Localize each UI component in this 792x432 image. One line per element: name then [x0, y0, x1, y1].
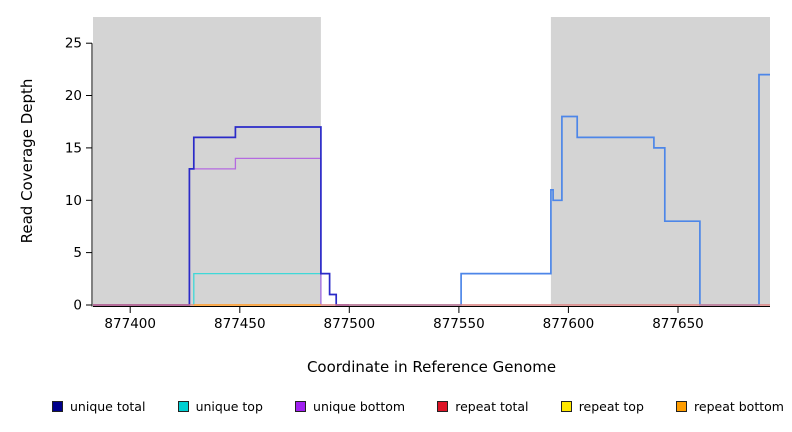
series-unique-total — [349, 73, 770, 306]
legend-label: unique bottom — [313, 399, 406, 414]
y-tick-label: 0 — [73, 298, 82, 314]
legend-label: unique total — [70, 399, 146, 414]
x-tick-label: 877400 — [104, 316, 156, 332]
legend-item-unique-top: unique top — [177, 399, 263, 414]
legend-item-unique-bottom: unique bottom — [295, 399, 405, 414]
legend-swatch-repeat-total — [437, 401, 449, 412]
x-tick-label: 877550 — [433, 316, 485, 332]
y-tick-label: 10 — [65, 193, 82, 209]
legend-label: repeat bottom — [694, 399, 784, 414]
x-tick-label: 877500 — [324, 316, 376, 332]
y-tick-label: 15 — [65, 140, 82, 156]
legend-item-unique-total: unique total — [52, 399, 145, 414]
legend-swatch-repeat-bottom — [676, 401, 688, 412]
legend-label: repeat top — [578, 399, 644, 414]
legend-swatch-repeat-top — [560, 401, 572, 412]
y-tick-label: 5 — [73, 245, 82, 261]
x-tick-label: 877600 — [543, 316, 595, 332]
legend-swatch-unique-bottom — [295, 401, 307, 412]
x-tick-label: 877650 — [652, 316, 704, 332]
series-unique-total — [93, 126, 350, 306]
legend-label: repeat total — [455, 399, 529, 414]
x-tick-label: 877450 — [214, 316, 266, 332]
legend-label: unique top — [195, 399, 263, 414]
y-axis-title: Read Coverage Depth — [18, 78, 36, 244]
repeat-region-left — [93, 17, 321, 305]
x-axis-title: Coordinate in Reference Genome — [306, 358, 557, 376]
legend-item-repeat-top: repeat top — [560, 399, 644, 414]
repeat-region-right — [550, 17, 770, 305]
chart-legend: unique total unique top unique bottom repea… — [52, 399, 784, 414]
legend-swatch-unique-total — [52, 401, 63, 412]
y-tick-label: 25 — [65, 36, 82, 52]
legend-swatch-unique-top — [177, 401, 189, 412]
y-tick-label: 20 — [65, 88, 82, 104]
legend-item-repeat-total: repeat total — [437, 399, 529, 414]
legend-item-repeat-bottom: repeat bottom — [676, 399, 784, 414]
